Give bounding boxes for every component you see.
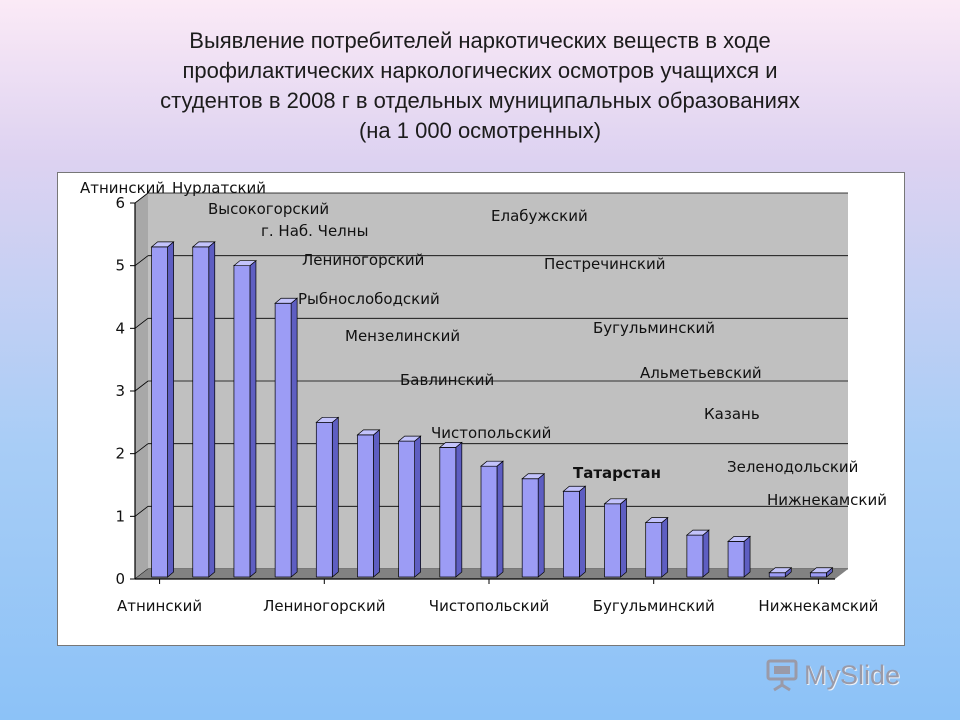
y-tick-label: 4 — [115, 319, 125, 337]
bar-top — [809, 567, 834, 574]
bar-top — [768, 567, 793, 574]
bar-top — [562, 485, 587, 492]
category-label: Казань — [704, 405, 760, 423]
y-tick-label: 2 — [115, 445, 125, 463]
category-label: Мензелинский — [345, 327, 460, 345]
bar-side — [373, 429, 380, 578]
category-label: Елабужский — [491, 207, 588, 225]
bar — [151, 246, 168, 578]
slide-title: Выявление потребителей наркотических вещ… — [60, 26, 900, 146]
bar-side — [496, 460, 504, 578]
bar — [315, 421, 333, 578]
gridline-side — [134, 192, 149, 204]
bar — [727, 541, 745, 578]
x-tick-label: Бугульминский — [593, 597, 715, 615]
category-label: Лениногорский — [302, 251, 424, 269]
bar-side — [331, 416, 339, 578]
bar-side — [455, 441, 463, 578]
bar-top — [685, 529, 710, 536]
category-label: Бугульминский — [593, 319, 715, 337]
category-label: Атнинский — [80, 179, 165, 197]
bar-top — [644, 517, 669, 523]
gridline-side — [134, 506, 149, 517]
category-label: Нурлатский — [172, 179, 266, 197]
bar — [604, 503, 621, 578]
title-line-2: профилактических наркологических осмотро… — [182, 58, 778, 83]
bar — [686, 534, 704, 578]
bar-top — [274, 297, 299, 304]
bar — [357, 434, 374, 578]
gridline-side — [134, 380, 149, 392]
title-line-1: Выявление потребителей наркотических вещ… — [189, 28, 771, 53]
bar-side — [661, 516, 669, 578]
watermark: MySlide — [766, 654, 936, 698]
category-label: Бавлинский — [400, 371, 494, 389]
title-line-4: (на 1 000 осмотренных) — [358, 118, 602, 143]
bar-side — [208, 241, 216, 578]
gridline-side — [134, 255, 149, 266]
bar-side — [414, 435, 421, 578]
bar-top — [480, 460, 504, 467]
bar-top — [356, 429, 381, 436]
x-tick-label: Чистопольский — [429, 597, 549, 615]
bar — [398, 440, 415, 578]
y-tick-label: 3 — [115, 382, 125, 400]
bar-top — [397, 435, 422, 442]
category-label: г. Наб. Челны — [261, 222, 368, 240]
bar — [274, 302, 292, 578]
bar-top — [727, 536, 752, 542]
bar-side — [620, 498, 627, 578]
y-tick-label: 6 — [115, 194, 125, 212]
category-label: Чистопольский — [431, 424, 551, 442]
title-line-3: студентов в 2008 г в отдельных муниципал… — [160, 88, 800, 113]
category-label: Татарстан — [573, 464, 661, 482]
bar — [480, 465, 498, 578]
watermark-text: MySlide — [804, 660, 901, 690]
bar — [645, 522, 663, 578]
bar-side — [579, 485, 586, 578]
bar-top — [232, 260, 257, 267]
bar — [192, 246, 210, 578]
chart-frame: 0 1 2 3 4 5 6 Атнинский Лениногорский Чистопольск… — [57, 172, 905, 646]
bar-top — [315, 416, 340, 423]
category-label: Высокогорский — [208, 200, 329, 218]
y-tick-label: 0 — [115, 570, 125, 588]
bar-top — [603, 498, 628, 505]
gridline-side — [134, 443, 149, 454]
bar-top — [191, 241, 216, 248]
bar — [439, 447, 457, 578]
bar-top — [438, 442, 463, 448]
bar — [810, 572, 827, 578]
category-label: Нижнекамский — [767, 491, 887, 509]
y-tick-label: 5 — [115, 257, 125, 275]
bar-side — [537, 472, 545, 578]
category-label: Зеленодольский — [727, 458, 858, 476]
category-label: Альметьевский — [640, 364, 762, 382]
bar-side — [702, 529, 710, 578]
x-tick-label: Атнинский — [117, 597, 202, 615]
bar-top — [521, 473, 546, 480]
bar-top — [150, 241, 175, 248]
bar-side — [167, 241, 174, 578]
bar — [768, 572, 786, 578]
category-label: Пестречинский — [544, 255, 665, 273]
x-tick-label: Нижнекамский — [758, 597, 878, 615]
presentation-board-icon — [766, 659, 798, 692]
bar-side — [290, 297, 298, 578]
category-label: Рыбнослободский — [298, 290, 440, 308]
bar — [233, 265, 251, 578]
bar-side — [249, 259, 257, 578]
gridline-side — [134, 318, 149, 329]
bar — [563, 490, 580, 578]
y-tick-label: 1 — [115, 507, 125, 525]
x-tick-label: Лениногорский — [263, 597, 385, 615]
bar-side — [743, 535, 751, 578]
bar — [521, 478, 539, 578]
